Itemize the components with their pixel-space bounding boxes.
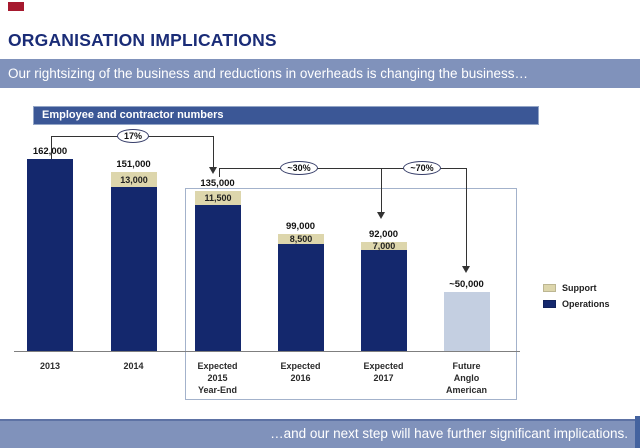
legend-label-operations: Operations — [562, 299, 610, 309]
bar-support-label-expected-2017: 7,000 — [372, 241, 396, 251]
x-axis-label-future-anglo-american: Future Anglo American — [445, 361, 488, 396]
legend-item-operations: Operations — [543, 299, 610, 309]
bar-support-segment-expected-2015-year-end — [195, 191, 241, 205]
annotation-oval-17pct: 17% — [117, 129, 149, 143]
bar-support-label-expected-2016: 8,500 — [289, 234, 313, 244]
down-arrow-icon — [377, 212, 385, 219]
bracket-riser-line — [219, 168, 220, 177]
bar-future-segment-future-anglo-american — [444, 292, 490, 352]
operations-color-swatch — [543, 300, 556, 308]
x-axis-label-expected-2015-year-end: Expected 2015 Year-End — [197, 361, 238, 396]
logo-mark — [8, 2, 24, 11]
x-axis-line — [14, 351, 520, 352]
corner-accent — [635, 416, 640, 448]
expected-period-box — [185, 188, 517, 400]
bracket-horizontal-line — [219, 168, 467, 169]
bar-total-label-expected-2015-year-end: 135,000 — [200, 178, 235, 189]
bar-total-label-future-anglo-american: ~50,000 — [449, 279, 484, 290]
bracket-drop-line — [381, 168, 382, 213]
annotation-oval-30pct: ~30% — [280, 161, 318, 175]
support-color-swatch — [543, 284, 556, 292]
bar-support-label-2014: 13,000 — [120, 175, 148, 185]
chart-title: Employee and contractor numbers — [33, 106, 539, 125]
bar-operations-segment-expected-2015-year-end — [195, 205, 241, 352]
down-arrow-icon — [209, 167, 217, 174]
bar-operations-segment-expected-2017 — [361, 250, 407, 352]
bracket-drop-line — [213, 136, 214, 168]
page-title: ORGANISATION IMPLICATIONS — [8, 30, 277, 50]
subtitle-banner: Our rightsizing of the business and redu… — [0, 59, 640, 88]
bar-total-label-2014: 151,000 — [116, 159, 151, 170]
bar-total-label-expected-2016: 99,000 — [285, 221, 316, 232]
x-axis-label-expected-2016: Expected 2016 — [280, 361, 321, 384]
bar-operations-segment-2013 — [27, 159, 73, 352]
legend: Support Operations — [543, 283, 610, 315]
down-arrow-icon — [462, 266, 470, 273]
legend-label-support: Support — [562, 283, 597, 293]
annotation-oval-70pct: ~70% — [403, 161, 441, 175]
bar-support-segment-expected-2016 — [278, 234, 324, 244]
bar-operations-segment-expected-2016 — [278, 244, 324, 352]
bar-support-segment-2014 — [111, 172, 157, 187]
bracket-drop-line — [466, 168, 467, 267]
bracket-riser-line — [51, 136, 52, 159]
x-axis-label-expected-2017: Expected 2017 — [363, 361, 404, 384]
bar-support-label-expected-2015-year-end: 11,500 — [204, 193, 232, 203]
bar-total-label-2013: 162,000 — [32, 146, 68, 157]
bar-operations-segment-2014 — [111, 187, 157, 352]
bar-total-label-expected-2017: 92,000 — [368, 229, 399, 240]
legend-item-support: Support — [543, 283, 610, 293]
x-axis-label-2013: 2013 — [39, 361, 61, 371]
bar-support-segment-expected-2017 — [361, 242, 407, 250]
footer-banner: …and our next step will have further sig… — [0, 419, 640, 448]
x-axis-label-2014: 2014 — [123, 361, 144, 371]
